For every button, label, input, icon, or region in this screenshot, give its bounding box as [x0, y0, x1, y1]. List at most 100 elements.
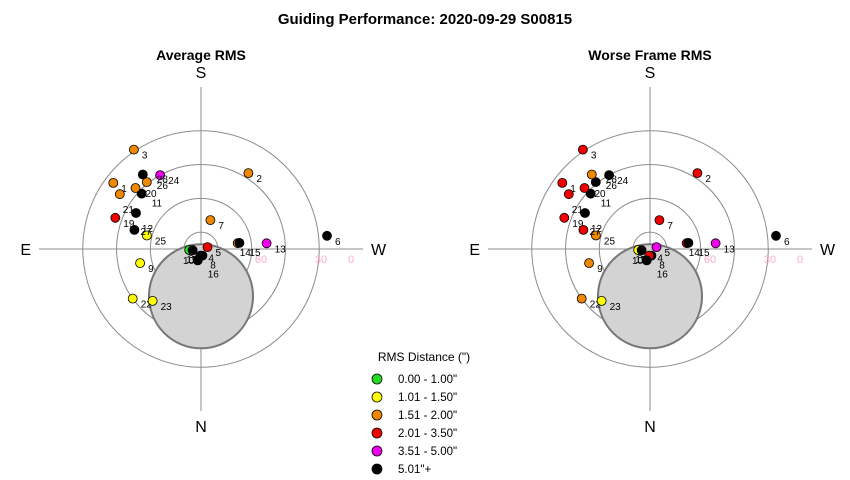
legend-swatch — [371, 409, 383, 421]
data-point — [590, 177, 601, 188]
data-point — [141, 177, 152, 188]
point-label: 22 — [141, 300, 153, 311]
radial-tick-label: 60 — [704, 254, 716, 266]
point-label: 1 — [570, 184, 576, 195]
legend-entries: 0.00 - 1.00" 1.01 - 1.50" 1.51 - 2.00" 2.01… — [371, 373, 457, 476]
point-label: 2 — [256, 174, 262, 185]
legend-label: 3.51 - 5.00" — [398, 446, 457, 458]
subplot-title: Average RMS — [156, 47, 246, 63]
data-point — [114, 189, 125, 200]
point-label: 13 — [275, 244, 287, 255]
point-label: 23 — [610, 302, 622, 313]
point-label: 18 — [640, 255, 652, 266]
data-point — [187, 245, 198, 256]
data-point — [580, 208, 590, 218]
direction-label-left: E — [20, 242, 31, 259]
data-point — [137, 169, 148, 180]
point-label: 26 — [606, 181, 618, 192]
point-label: 24 — [168, 176, 180, 187]
point-label: 1 — [121, 184, 127, 195]
point-label: 18 — [191, 255, 203, 266]
data-point — [243, 168, 254, 179]
point-label: 28 — [157, 175, 169, 186]
data-point — [131, 208, 141, 218]
point-label: 21 — [572, 205, 584, 216]
data-point — [128, 144, 139, 155]
data-point — [683, 237, 694, 248]
point-label: 12 — [142, 224, 154, 235]
subplot-title: Worse Frame RMS — [588, 47, 711, 63]
point-label: 24 — [617, 176, 629, 187]
data-point — [579, 183, 590, 193]
point-label: 11 — [601, 199, 612, 210]
point-label: 12 — [591, 224, 603, 235]
obscured-zone — [596, 243, 704, 350]
radial-tick-label: 0 — [348, 254, 354, 266]
data-point — [136, 188, 147, 199]
point-label: 3 — [591, 151, 597, 162]
point-label: 17 — [635, 255, 647, 266]
direction-label-top: S — [645, 65, 656, 82]
point-label: 2 — [705, 174, 711, 185]
point-label: 19 — [123, 219, 135, 230]
point-label: 22 — [590, 300, 602, 311]
data-point — [651, 242, 662, 253]
point-label: 4 — [657, 254, 663, 265]
direction-label-right: W — [820, 242, 836, 259]
data-point — [641, 255, 652, 266]
point-label: 27 — [589, 227, 601, 238]
data-point — [576, 293, 587, 304]
data-point — [692, 168, 703, 179]
legend-swatch — [371, 427, 383, 439]
point-label: 11 — [152, 199, 163, 210]
point-label: 16 — [657, 269, 669, 280]
point-label: 17 — [186, 255, 198, 266]
point-label: 15 — [249, 248, 261, 259]
data-point — [129, 224, 140, 235]
data-point — [127, 293, 138, 304]
point-label: 9 — [148, 264, 154, 275]
data-point — [586, 169, 597, 180]
point-label: 27 — [140, 227, 152, 238]
radial-tick-label: 0 — [797, 254, 803, 266]
point-label: 9 — [597, 264, 603, 275]
point-label: 20 — [146, 189, 158, 200]
radial-tick-label: 30 — [315, 254, 327, 266]
point-label: 25 — [604, 237, 616, 248]
data-point — [596, 295, 607, 306]
point-label: 16 — [208, 269, 220, 280]
point-label: 4 — [208, 254, 214, 265]
point-label: 23 — [161, 302, 173, 313]
data-point — [322, 230, 332, 241]
data-point — [141, 230, 152, 241]
point-label: 20 — [595, 189, 607, 200]
point-label: 5 — [665, 248, 671, 259]
data-point — [771, 230, 781, 241]
direction-label-top: S — [196, 65, 207, 82]
legend: RMS Distance (") 0.00 - 1.00" 1.01 - 1.50… — [371, 350, 470, 476]
point-label: 28 — [606, 175, 618, 186]
data-point — [130, 183, 141, 193]
data-point — [557, 177, 568, 188]
point-label: 25 — [155, 237, 167, 248]
point-label: 7 — [667, 221, 673, 232]
point-label: 26 — [157, 181, 169, 192]
data-point — [654, 215, 665, 226]
radial-tick-label: 30 — [764, 254, 776, 266]
data-point — [578, 144, 588, 155]
legend-label: 5.01"+ — [398, 464, 431, 476]
data-point — [234, 237, 245, 248]
legend-swatch — [371, 391, 383, 403]
direction-label-right: W — [371, 242, 387, 259]
data-point — [202, 242, 213, 253]
data-point — [205, 215, 216, 226]
point-label: 10 — [632, 256, 644, 267]
legend-swatch — [371, 463, 383, 475]
data-point — [155, 170, 166, 181]
point-label: 19 — [572, 219, 584, 230]
direction-label-bottom: N — [644, 419, 656, 436]
point-label: 5 — [216, 248, 222, 259]
data-point — [584, 258, 594, 269]
radial-tick-label: 60 — [255, 254, 267, 266]
